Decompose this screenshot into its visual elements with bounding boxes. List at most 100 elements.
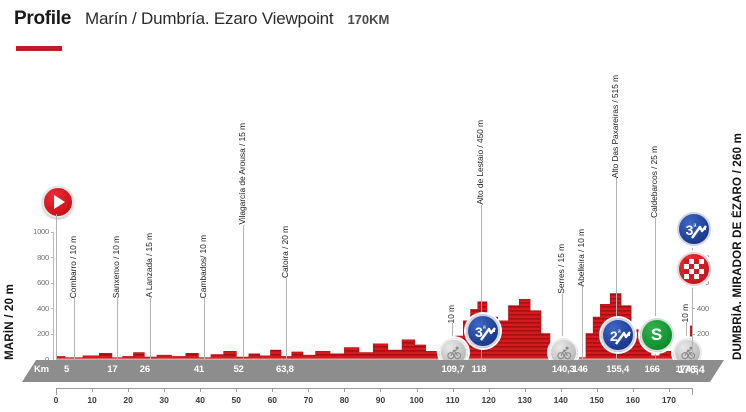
ruler-label: 80 (339, 395, 350, 405)
ruler-tick (488, 388, 490, 392)
ruler-label: 20 (123, 395, 133, 405)
ruler-label: 140 (553, 395, 568, 405)
ruler-tick (272, 388, 274, 392)
ruler-tick (308, 388, 310, 392)
km-bar-label: 5 (64, 364, 70, 375)
ruler-end-cap (56, 388, 57, 395)
ruler-label: 150 (589, 395, 604, 405)
town-label: 10 m (445, 304, 456, 324)
town-label: Caldebarcos / 25 m (648, 146, 659, 218)
stage-name: Marín / Dumbría. Ezaro Viewpoint (85, 9, 334, 28)
km-bar-label: 52 (233, 364, 244, 375)
town-leader-line (481, 205, 483, 359)
km-bar-title: Km (34, 364, 49, 375)
ruler-tick (344, 388, 346, 392)
start-marker-stem (56, 214, 57, 359)
sprint-badge-caldebarcos[interactable]: S (639, 318, 674, 352)
sprint-label: S (650, 325, 663, 344)
km-bar-label: 140,3 (551, 364, 575, 375)
ruler-tick (236, 388, 238, 392)
category-label: 2ª (609, 328, 621, 344)
y-axis-tick: 200 (37, 329, 54, 338)
town-label: Serres / 15 m (555, 244, 566, 294)
town-leader-line (616, 178, 618, 359)
town-leader-line (149, 298, 151, 359)
elevation-plot-area: Combarro / 10 m Sanxenxo / 10 m A Lanzada … (42, 66, 711, 367)
page-header: Profile Marín / Dumbría. Ezaro Viewpoint… (14, 8, 734, 63)
badge-stem (654, 348, 656, 359)
town-label: Abelleira / 10 m (576, 228, 587, 286)
ruler-label: 0 (53, 395, 59, 405)
ruler-label: 10 (87, 395, 97, 405)
ruler-tick (200, 388, 202, 392)
ruler-tick (632, 388, 634, 392)
town-leader-line (561, 294, 563, 359)
town-label: Alto Das Paxareiras / 515 m (610, 74, 621, 178)
header-accent-rule (16, 46, 62, 51)
cyclist-icon (680, 346, 695, 359)
town-label: Cambados/ 10 m (197, 234, 208, 298)
town-leader-line (117, 298, 119, 359)
climb-badge-ezaro[interactable]: 3ª (677, 212, 711, 246)
badge-stem (481, 344, 483, 359)
mountain-icon (615, 331, 632, 345)
town-leader-line (203, 298, 205, 359)
cyclist-icon (557, 346, 571, 359)
ruler-tick (560, 388, 562, 392)
km-bar-label: 174,6 (675, 364, 699, 375)
ruler-label: 60 (267, 395, 278, 405)
km-bar-label: 166 (644, 364, 660, 375)
elevation-area-path (56, 293, 692, 360)
y-axis-tick: 200 (692, 329, 709, 338)
km-bar-label: 155,4 (606, 364, 630, 375)
ruler-tick (92, 388, 94, 392)
town-label: Alto de Lestaio / 450 m (475, 120, 486, 205)
ruler-label: 100 (409, 395, 424, 405)
town-leader-line (654, 218, 656, 359)
climb-badge-lestaio[interactable]: 3ª (466, 314, 501, 348)
town-label: Catoira / 20 m (280, 226, 291, 278)
category-label: 3ª (475, 324, 486, 340)
town-label: Vilagarcía de Arousa / 15 m (237, 123, 248, 225)
ruler-label: 70 (303, 395, 314, 405)
page-title: Profile (14, 8, 72, 29)
km-distance-bar: Km 5 17 26 41 52 63,8 109,7 118 140,3 146 155,4 166 1… (22, 360, 724, 382)
y-axis-tick: 400 (37, 304, 54, 313)
km-bar-label: 176,4 (678, 364, 705, 376)
y-axis-tick: 600 (37, 278, 54, 287)
start-marker[interactable] (42, 186, 74, 218)
ruler-label: 110 (445, 395, 460, 405)
distance-ruler: 0 10 20 30 40 50 60 70 80 90 100 110 120 130 140 150 160… (53, 388, 693, 412)
town-leader-line (74, 298, 76, 359)
ruler-tick (128, 388, 130, 392)
ruler-label: 90 (375, 395, 386, 405)
ruler-tick (164, 388, 166, 392)
ruler-tick (452, 388, 454, 392)
km-bar-label: 109,7 (441, 364, 465, 375)
ruler-label: 30 (159, 395, 169, 405)
finish-location-label: DUMBRÍA. MIRADOR DE ÉZARO / 260 m (732, 132, 744, 360)
badge-stem (616, 348, 618, 359)
climb-badge-paxareiras[interactable]: 2ª (601, 318, 636, 352)
km-bar-label: 17 (107, 364, 118, 375)
start-location-label: MARÍN / 20 m (4, 284, 16, 360)
ruler-tick (524, 388, 526, 392)
stage-distance: 170KM (347, 12, 390, 27)
ruler-label: 160 (625, 395, 640, 405)
km-bar-label: 118 (471, 364, 487, 375)
town-label: A Lanzada / 15 m (143, 233, 154, 298)
y-axis-tick: 400 (692, 304, 709, 313)
checkered-flag-icon (684, 259, 704, 279)
ruler-tick (596, 388, 598, 392)
stage-profile-chart: MARÍN / 20 m DUMBRÍA. MIRADOR DE ÉZARO /… (0, 66, 746, 409)
mountain-icon (480, 327, 497, 341)
ruler-label: 130 (517, 395, 532, 405)
finish-badge[interactable] (677, 252, 711, 286)
ruler-label: 40 (195, 395, 205, 405)
mountain-icon (691, 225, 707, 239)
y-axis-left: 1000 800 600 400 200 0 (22, 227, 54, 364)
town-label: Sanxenxo / 10 m (111, 235, 122, 298)
play-icon (54, 195, 65, 209)
ruler-label: 170 (661, 395, 677, 405)
badge-stem (692, 282, 693, 359)
